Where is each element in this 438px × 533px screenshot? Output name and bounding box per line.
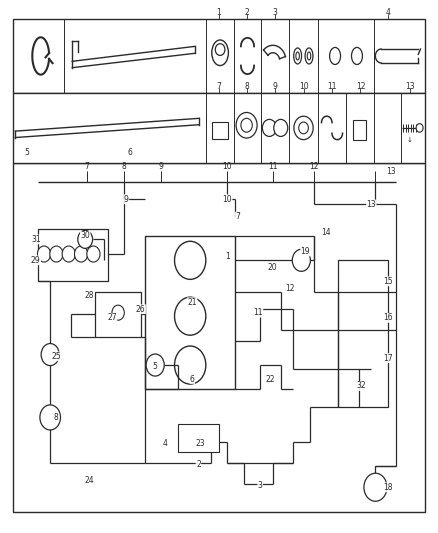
Bar — [178, 424, 219, 453]
Text: 25: 25 — [52, 352, 61, 361]
Circle shape — [37, 246, 51, 262]
Text: 11: 11 — [268, 161, 277, 171]
Text: 32: 32 — [356, 382, 366, 391]
Text: ↓: ↓ — [406, 136, 413, 143]
Circle shape — [416, 124, 423, 132]
Circle shape — [274, 119, 288, 136]
Text: 30: 30 — [80, 231, 90, 240]
Text: 15: 15 — [383, 277, 392, 286]
Text: 31: 31 — [31, 235, 41, 244]
Circle shape — [146, 354, 164, 376]
Bar — [339, 260, 388, 407]
Text: 29: 29 — [31, 256, 41, 265]
Ellipse shape — [351, 47, 363, 64]
Text: 24: 24 — [85, 476, 94, 484]
Text: 9: 9 — [159, 161, 164, 171]
Bar — [13, 163, 425, 512]
Circle shape — [364, 473, 387, 501]
Circle shape — [299, 122, 308, 134]
Ellipse shape — [307, 52, 311, 60]
Text: 9: 9 — [124, 195, 129, 204]
Ellipse shape — [293, 48, 301, 64]
Bar — [353, 120, 366, 140]
Text: 28: 28 — [85, 290, 94, 300]
Circle shape — [292, 249, 311, 271]
Circle shape — [62, 246, 75, 262]
Ellipse shape — [296, 52, 300, 60]
Text: 4: 4 — [163, 439, 168, 448]
Text: 13: 13 — [367, 200, 376, 209]
Ellipse shape — [212, 40, 229, 66]
Text: 17: 17 — [383, 353, 392, 362]
Text: 16: 16 — [383, 313, 392, 322]
Text: 3: 3 — [272, 8, 278, 17]
Circle shape — [112, 305, 124, 320]
Circle shape — [262, 119, 276, 136]
Text: 7: 7 — [85, 161, 90, 171]
Text: 10: 10 — [299, 83, 308, 91]
Text: 13: 13 — [386, 167, 396, 176]
Ellipse shape — [215, 44, 225, 55]
Text: 26: 26 — [136, 305, 145, 314]
Bar — [212, 122, 228, 139]
Text: 19: 19 — [300, 247, 310, 256]
Text: 7: 7 — [235, 212, 240, 221]
Text: 11: 11 — [253, 308, 263, 317]
Text: 7: 7 — [216, 83, 222, 91]
Text: 22: 22 — [266, 375, 275, 384]
Text: 14: 14 — [321, 228, 331, 237]
Circle shape — [87, 246, 100, 262]
Text: 8: 8 — [122, 161, 127, 171]
Text: 5: 5 — [24, 148, 29, 157]
Text: 8: 8 — [244, 83, 249, 91]
Circle shape — [50, 246, 63, 262]
Circle shape — [74, 246, 88, 262]
Text: 21: 21 — [187, 298, 197, 306]
Text: 1: 1 — [217, 8, 221, 17]
Circle shape — [174, 297, 206, 335]
Circle shape — [41, 344, 59, 366]
Text: 12: 12 — [309, 161, 318, 171]
Text: 11: 11 — [327, 83, 337, 91]
Text: 23: 23 — [196, 439, 205, 448]
Text: 12: 12 — [356, 83, 365, 91]
Text: 5: 5 — [153, 362, 158, 372]
Circle shape — [40, 405, 60, 430]
Text: 10: 10 — [223, 161, 232, 171]
Text: 20: 20 — [268, 263, 277, 272]
Text: 6: 6 — [127, 148, 132, 157]
Bar — [145, 236, 236, 390]
Text: 1: 1 — [225, 252, 230, 261]
Text: 12: 12 — [285, 284, 295, 293]
Text: 10: 10 — [223, 195, 232, 204]
Text: 2: 2 — [244, 8, 249, 17]
Text: 6: 6 — [190, 375, 194, 384]
Ellipse shape — [329, 47, 341, 64]
Text: 4: 4 — [385, 8, 390, 17]
Bar — [13, 93, 425, 163]
Text: 13: 13 — [405, 83, 414, 91]
Ellipse shape — [305, 48, 313, 64]
Bar — [95, 292, 141, 337]
Text: 2: 2 — [196, 460, 201, 469]
Circle shape — [241, 118, 252, 132]
Circle shape — [174, 241, 206, 279]
Text: 8: 8 — [54, 413, 59, 422]
Circle shape — [78, 230, 92, 248]
Text: 9: 9 — [272, 83, 278, 91]
Circle shape — [294, 116, 313, 140]
Bar — [38, 229, 108, 281]
Circle shape — [174, 346, 206, 384]
Text: 27: 27 — [107, 313, 117, 322]
Text: 3: 3 — [258, 481, 263, 490]
Circle shape — [236, 112, 257, 138]
Bar — [13, 19, 425, 93]
Text: 18: 18 — [383, 483, 392, 492]
